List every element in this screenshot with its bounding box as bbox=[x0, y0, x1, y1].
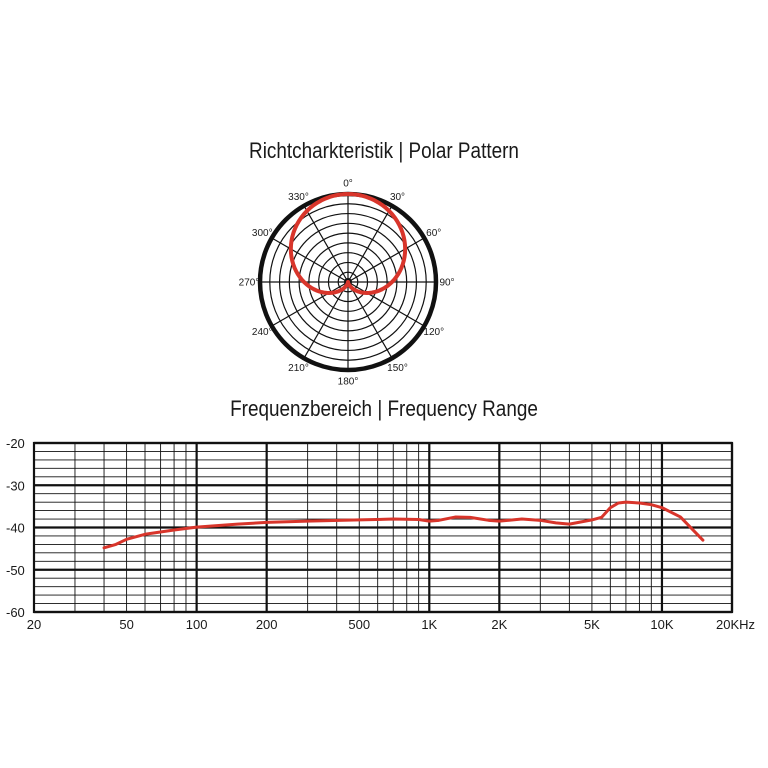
polar-spoke bbox=[347, 237, 425, 283]
polar-angle-label: 180° bbox=[338, 377, 359, 388]
polar-angle-label: 270° bbox=[239, 278, 260, 289]
polar-spoke bbox=[347, 281, 425, 327]
polar-angle-label: 150° bbox=[387, 363, 408, 374]
polar-angle-label: 90° bbox=[439, 278, 454, 289]
x-tick-label: 10K bbox=[650, 617, 673, 632]
x-tick-label: 100 bbox=[186, 617, 208, 632]
polar-spoke bbox=[347, 205, 393, 283]
y-tick-label: -30 bbox=[6, 478, 25, 493]
x-tick-label: 2K bbox=[491, 617, 507, 632]
polar-angle-label: 330° bbox=[288, 192, 309, 203]
polar-spoke bbox=[303, 281, 349, 359]
polar-angle-label: 60° bbox=[426, 228, 441, 239]
polar-chart-title: Richtcharkteristik | Polar Pattern bbox=[249, 138, 519, 163]
polar-spoke bbox=[303, 205, 349, 283]
polar-chart: 0° 30° 60° 90° 120° 150° 180° 210° 240° 270° 300° 3… bbox=[239, 179, 455, 388]
polar-spoke bbox=[271, 281, 349, 327]
plot-border bbox=[32, 441, 734, 614]
y-tick-label: -50 bbox=[6, 563, 25, 578]
y-tick-label: -60 bbox=[6, 605, 25, 620]
x-tick-label: 5K bbox=[584, 617, 600, 632]
x-tick-label: 1K bbox=[421, 617, 437, 632]
polar-angle-label: 120° bbox=[423, 327, 444, 338]
polar-angle-label: 210° bbox=[288, 363, 309, 374]
frequency-chart-title: Frequenzbereich | Frequency Range bbox=[230, 396, 538, 421]
polar-angle-label: 30° bbox=[390, 192, 405, 203]
y-tick-label: -40 bbox=[6, 521, 25, 536]
polar-angle-label: 0° bbox=[343, 179, 353, 190]
polar-spoke bbox=[347, 281, 393, 359]
polar-spoke bbox=[271, 237, 349, 283]
polar-pattern-curve bbox=[288, 192, 408, 295]
y-tick-label: -20 bbox=[6, 436, 25, 451]
x-tick-label: 20 bbox=[27, 617, 41, 632]
x-tick-label: 500 bbox=[348, 617, 370, 632]
polar-angle-label: 300° bbox=[252, 228, 273, 239]
polar-angle-label: 240° bbox=[252, 327, 273, 338]
frequency-response-curve bbox=[102, 500, 705, 550]
x-tick-label: 20KHz bbox=[716, 617, 755, 632]
x-tick-label: 200 bbox=[256, 617, 278, 632]
x-tick-label: 50 bbox=[119, 617, 133, 632]
